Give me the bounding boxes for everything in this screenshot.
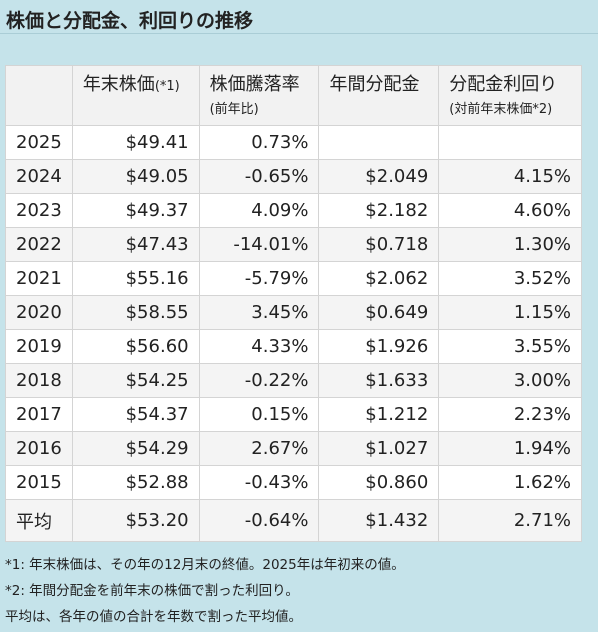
footnote-1: *1: 年末株価は、その年の12月末の終値。2025年は年初来の値。 [5, 557, 405, 573]
cell-year: 2018 [5, 363, 73, 398]
header-change-sub: (前年比) [209, 102, 259, 117]
cell-yield: 4.60% [438, 193, 582, 228]
cell-year: 2025 [5, 125, 73, 160]
table-row: 2022 $47.43 -14.01% $0.718 1.30% [5, 227, 582, 262]
table-row: 2018 $54.25 -0.22% $1.633 3.00% [5, 363, 582, 398]
cell-change: 4.09% [198, 193, 320, 228]
cell-price: $54.29 [71, 431, 200, 466]
cell-average-dividend: $1.432 [318, 499, 440, 542]
header-dividend-label: 年間分配金 [329, 74, 420, 95]
cell-yield: 4.15% [438, 159, 582, 194]
cell-change: -14.01% [198, 227, 320, 262]
header-price-label: 年末株価 [82, 74, 155, 95]
cell-price: $58.55 [71, 295, 200, 330]
cell-change: -0.65% [198, 159, 320, 194]
cell-year: 2019 [5, 329, 73, 364]
cell-dividend: $2.182 [318, 193, 440, 228]
cell-year: 2022 [5, 227, 73, 262]
cell-dividend: $0.649 [318, 295, 440, 330]
cell-change: -0.43% [198, 465, 320, 500]
table-row: 2017 $54.37 0.15% $1.212 2.23% [5, 397, 582, 432]
table-row: 2025 $49.41 0.73% [5, 125, 582, 160]
cell-change: 0.73% [198, 125, 320, 160]
table-row: 2019 $56.60 4.33% $1.926 3.55% [5, 329, 582, 364]
cell-year: 2023 [5, 193, 73, 228]
cell-dividend: $2.049 [318, 159, 440, 194]
cell-dividend: $0.860 [318, 465, 440, 500]
table-header-row: 年末株価(*1) 株価騰落率 (前年比) 年間分配金 分配金利回り (対前年末株… [5, 65, 582, 126]
cell-average-price: $53.20 [71, 499, 200, 542]
cell-price: $49.37 [71, 193, 200, 228]
cell-change: 2.67% [198, 431, 320, 466]
cell-change: 4.33% [198, 329, 320, 364]
header-price: 年末株価(*1) [71, 65, 200, 126]
header-price-suffix: (*1) [154, 79, 180, 94]
cell-dividend: $1.926 [318, 329, 440, 364]
cell-year: 2015 [5, 465, 73, 500]
cell-yield: 1.15% [438, 295, 582, 330]
table-row: 2021 $55.16 -5.79% $2.062 3.52% [5, 261, 582, 296]
cell-dividend [318, 125, 440, 160]
cell-yield [438, 125, 582, 160]
header-change-label: 株価騰落率 [209, 74, 300, 95]
footnote-2: *2: 年間分配金を前年末の株価で割った利回り。 [5, 583, 299, 599]
cell-yield: 3.55% [438, 329, 582, 364]
header-dividend: 年間分配金 [318, 65, 440, 126]
cell-year: 2017 [5, 397, 73, 432]
cell-change: 3.45% [198, 295, 320, 330]
cell-year: 2016 [5, 431, 73, 466]
page-title: 株価と分配金、利回りの推移 [0, 0, 598, 34]
cell-yield: 2.23% [438, 397, 582, 432]
header-yield-label: 分配金利回り [449, 74, 558, 95]
header-yield: 分配金利回り (対前年末株価*2) [438, 65, 582, 126]
cell-average-yield: 2.71% [438, 499, 582, 542]
cell-price: $49.41 [71, 125, 200, 160]
cell-yield: 1.30% [438, 227, 582, 262]
cell-price: $54.25 [71, 363, 200, 398]
cell-yield: 1.94% [438, 431, 582, 466]
footnotes: *1: 年末株価は、その年の12月末の終値。2025年は年初来の値。 *2: 年… [5, 552, 405, 630]
cell-dividend: $0.718 [318, 227, 440, 262]
cell-change: 0.15% [198, 397, 320, 432]
cell-change: -0.22% [198, 363, 320, 398]
cell-dividend: $1.633 [318, 363, 440, 398]
table-row: 2016 $54.29 2.67% $1.027 1.94% [5, 431, 582, 466]
average-row: 平均 $53.20 -0.64% $1.432 2.71% [5, 499, 582, 542]
price-dividend-table: 年末株価(*1) 株価騰落率 (前年比) 年間分配金 分配金利回り (対前年末株… [5, 65, 582, 542]
header-year [5, 65, 73, 126]
cell-year: 2024 [5, 159, 73, 194]
table-row: 2024 $49.05 -0.65% $2.049 4.15% [5, 159, 582, 194]
cell-price: $49.05 [71, 159, 200, 194]
cell-price: $47.43 [71, 227, 200, 262]
cell-dividend: $1.027 [318, 431, 440, 466]
cell-average-change: -0.64% [198, 499, 320, 542]
cell-average-label: 平均 [5, 499, 73, 542]
table-row: 2015 $52.88 -0.43% $0.860 1.62% [5, 465, 582, 500]
cell-dividend: $1.212 [318, 397, 440, 432]
cell-yield: 3.00% [438, 363, 582, 398]
header-change: 株価騰落率 (前年比) [198, 65, 320, 126]
cell-price: $55.16 [71, 261, 200, 296]
cell-price: $52.88 [71, 465, 200, 500]
cell-year: 2020 [5, 295, 73, 330]
footnote-3: 平均は、各年の値の合計を年数で割った平均値。 [5, 609, 302, 625]
header-yield-sub: (対前年末株価*2) [449, 102, 553, 117]
cell-price: $56.60 [71, 329, 200, 364]
cell-yield: 3.52% [438, 261, 582, 296]
table-row: 2023 $49.37 4.09% $2.182 4.60% [5, 193, 582, 228]
cell-year: 2021 [5, 261, 73, 296]
cell-yield: 1.62% [438, 465, 582, 500]
table-row: 2020 $58.55 3.45% $0.649 1.15% [5, 295, 582, 330]
cell-price: $54.37 [71, 397, 200, 432]
cell-change: -5.79% [198, 261, 320, 296]
cell-dividend: $2.062 [318, 261, 440, 296]
